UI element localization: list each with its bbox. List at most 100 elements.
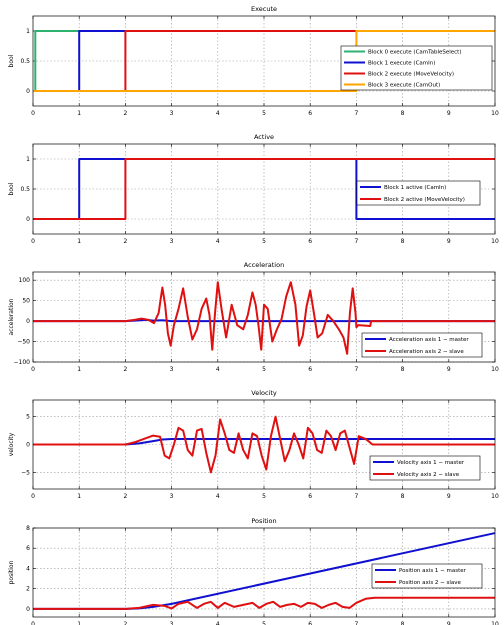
x-tick-label: 6 xyxy=(308,621,312,625)
y-tick-label: 5 xyxy=(26,414,30,421)
x-tick-label: 9 xyxy=(447,493,451,500)
y-axis-label: bool xyxy=(8,54,15,67)
y-tick-label: 8 xyxy=(26,525,30,532)
y-tick-label: 50 xyxy=(22,298,30,305)
x-tick-label: 9 xyxy=(447,238,451,245)
x-tick-label: 1 xyxy=(77,493,81,500)
x-tick-label: 4 xyxy=(216,238,220,245)
axes-box xyxy=(32,271,496,363)
legend-label: Block 2 active (MoveVelocity) xyxy=(384,197,465,203)
x-tick-label: 8 xyxy=(401,110,405,117)
x-tick-label: 5 xyxy=(262,366,266,373)
y-tick-label: 0 xyxy=(26,606,30,613)
x-tick-label: 3 xyxy=(170,621,174,625)
y-tick-label: 0 xyxy=(26,216,30,223)
legend-box xyxy=(361,332,483,358)
y-axis-label: acceleration xyxy=(8,298,15,335)
y-tick-label: 0 xyxy=(26,442,30,449)
legend-label: Position axis 2 − slave xyxy=(399,580,462,586)
chart-title: Execute xyxy=(251,5,277,13)
x-tick-label: 6 xyxy=(308,366,312,373)
x-tick-label: 7 xyxy=(354,493,358,500)
chart-title: Active xyxy=(254,133,274,141)
y-tick-label: 1 xyxy=(26,28,30,35)
legend-box xyxy=(340,45,493,91)
x-tick-label: 5 xyxy=(262,493,266,500)
x-tick-label: 1 xyxy=(77,238,81,245)
x-tick-label: 5 xyxy=(262,621,266,625)
legend: Block 0 execute (CamTableSelect) Block 1 … xyxy=(340,45,493,91)
x-tick-label: 3 xyxy=(170,110,174,117)
x-tick-label: 6 xyxy=(308,238,312,245)
y-tick-label: −100 xyxy=(14,359,31,366)
x-tick-label: 4 xyxy=(216,366,220,373)
x-tick-label: 3 xyxy=(170,238,174,245)
legend-label: Velocity axis 2 − slave xyxy=(397,472,460,478)
x-tick-label: 0 xyxy=(31,110,35,117)
x-tick-label: 6 xyxy=(308,110,312,117)
x-tick-label: 7 xyxy=(354,366,358,373)
chart-panel: 0 1 2 3 4 5 6 7 8 9 10 0 2 4 6 8 Position position Positio… xyxy=(8,517,499,625)
legend-box xyxy=(369,455,481,481)
x-tick-label: 4 xyxy=(216,621,220,625)
x-tick-label: 7 xyxy=(354,621,358,625)
axes-box xyxy=(32,143,496,235)
x-tick-label: 10 xyxy=(491,493,499,500)
x-tick-label: 5 xyxy=(262,110,266,117)
axes-box xyxy=(32,527,496,618)
x-tick-label: 6 xyxy=(308,493,312,500)
legend-label: Block 1 active (CamIn) xyxy=(384,185,446,191)
x-tick-label: 3 xyxy=(170,493,174,500)
legend: Velocity axis 1 − master Velocity axis 2 … xyxy=(369,455,481,481)
y-tick-label: 0 xyxy=(26,88,30,95)
legend-label: Block 2 execute (MoveVelocity) xyxy=(368,72,454,78)
axes-box xyxy=(32,399,496,490)
legend-label: Block 3 execute (CamOut) xyxy=(368,83,440,89)
legend: Acceleration axis 1 − master Acceleration… xyxy=(361,332,483,358)
y-tick-label: −5 xyxy=(21,469,30,476)
x-tick-label: 0 xyxy=(31,238,35,245)
x-tick-label: 10 xyxy=(491,366,499,373)
chart-panel: 0 1 2 3 4 5 6 7 8 9 10 0 0.5 1 Execute bool Block 0 exec… xyxy=(8,5,499,117)
chart-title: Velocity xyxy=(251,389,277,397)
legend: Block 1 active (CamIn) Block 2 active (Mo… xyxy=(356,180,481,206)
x-tick-label: 10 xyxy=(491,621,499,625)
x-tick-label: 2 xyxy=(123,366,127,373)
y-tick-label: 0.5 xyxy=(20,58,30,65)
x-tick-label: 7 xyxy=(354,110,358,117)
series-line xyxy=(33,596,495,610)
x-tick-label: 9 xyxy=(447,110,451,117)
legend-label: Position axis 1 − master xyxy=(399,568,467,574)
series-line xyxy=(33,415,495,474)
x-tick-label: 0 xyxy=(31,493,35,500)
y-tick-label: 0.5 xyxy=(20,186,30,193)
series-line xyxy=(33,158,495,220)
axes-box xyxy=(32,15,496,107)
y-tick-label: 1 xyxy=(26,156,30,163)
x-tick-label: 8 xyxy=(401,366,405,373)
legend: Position axis 1 − master Position axis 2 … xyxy=(371,563,483,589)
x-tick-label: 1 xyxy=(77,621,81,625)
chart-title: Acceleration xyxy=(244,261,284,269)
x-tick-label: 2 xyxy=(123,110,127,117)
x-tick-label: 1 xyxy=(77,110,81,117)
x-tick-label: 10 xyxy=(491,110,499,117)
y-tick-label: 100 xyxy=(19,277,31,284)
x-tick-label: 8 xyxy=(401,621,405,625)
y-tick-label: −50 xyxy=(17,339,30,346)
y-tick-label: 2 xyxy=(26,586,30,593)
x-tick-label: 3 xyxy=(170,366,174,373)
chart-panel: 0 1 2 3 4 5 6 7 8 9 10 0 0.5 1 Active bool Block 1 activ… xyxy=(8,133,499,245)
x-tick-label: 8 xyxy=(401,238,405,245)
x-tick-label: 0 xyxy=(31,366,35,373)
chart-panel: 0 1 2 3 4 5 6 7 8 9 10 −5 0 5 Velocity velocity Velocity… xyxy=(8,389,499,500)
x-tick-label: 1 xyxy=(77,366,81,373)
series-line xyxy=(33,281,495,355)
x-tick-label: 9 xyxy=(447,621,451,625)
x-tick-label: 4 xyxy=(216,493,220,500)
x-tick-label: 4 xyxy=(216,110,220,117)
x-tick-label: 10 xyxy=(491,238,499,245)
legend-box xyxy=(371,563,483,589)
x-tick-label: 8 xyxy=(401,493,405,500)
